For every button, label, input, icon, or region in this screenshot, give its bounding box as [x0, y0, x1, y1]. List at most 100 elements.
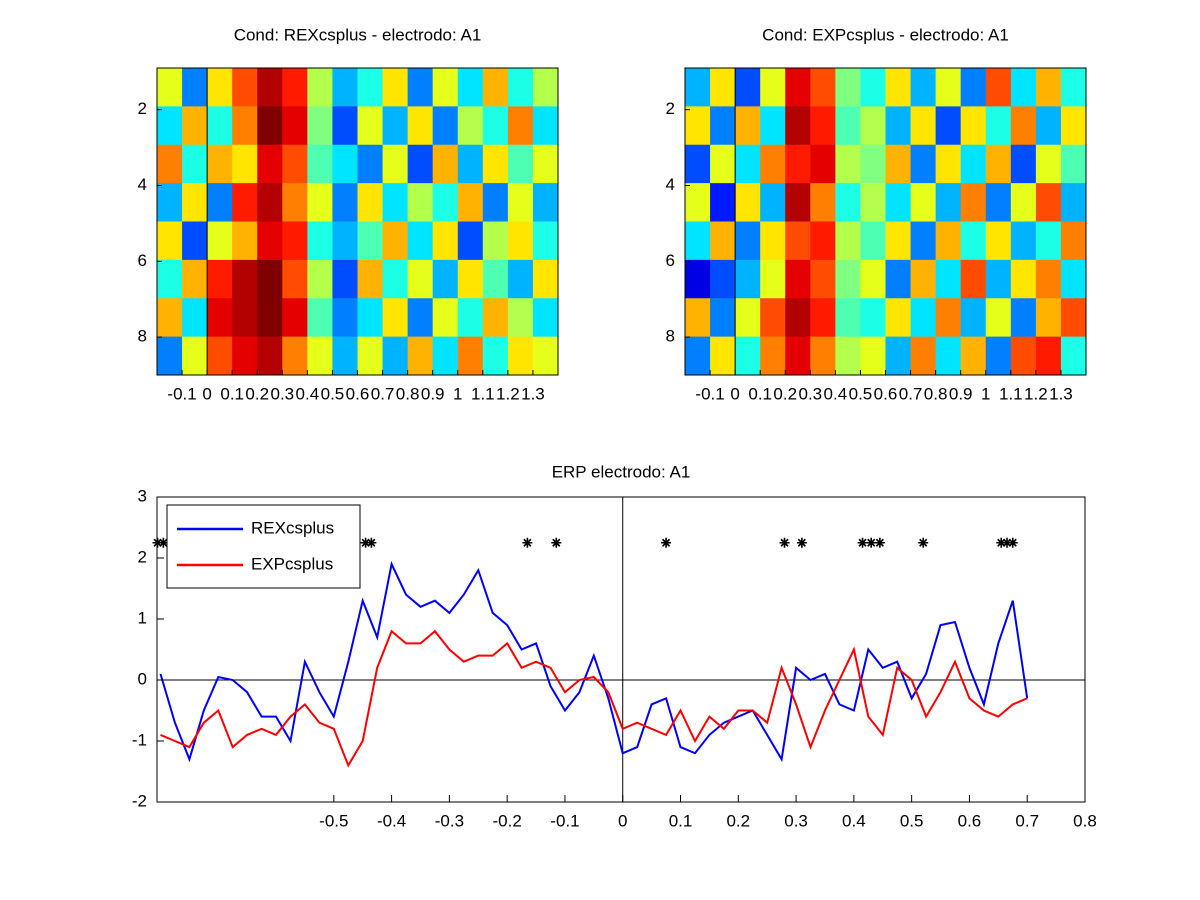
x-tick-label: 0.6 [958, 811, 982, 830]
heatmap-cell [382, 336, 409, 376]
heatmap-cell [357, 144, 384, 184]
x-tick-label: -0.5 [319, 811, 348, 830]
heatmap-cell [1035, 259, 1062, 299]
heatmap-cell [810, 221, 836, 261]
heatmap-cell [157, 336, 183, 376]
heatmap-cell [735, 298, 761, 338]
y-tick-label: 8 [138, 327, 147, 346]
x-tick-label: -0.4 [377, 811, 406, 830]
heatmap-cell [935, 144, 962, 184]
heatmap-cell [257, 298, 283, 338]
data-line [159, 560, 1029, 763]
heatmap-cell [382, 298, 409, 338]
heatmap-cell [910, 144, 937, 184]
x-tick-label: 0.7 [371, 384, 395, 403]
x-tick-label: 1 [453, 384, 462, 403]
heatmap-cell [960, 183, 987, 222]
heatmap-cell [760, 221, 786, 261]
heatmap-cell [710, 68, 736, 107]
heatmap-cell [307, 68, 333, 107]
heatmap-cell [507, 183, 534, 222]
heatmap-cell [860, 183, 886, 222]
x-tick-label: 0.2 [726, 811, 750, 830]
heatmap-cell [307, 106, 333, 146]
heatmap-cell [407, 298, 434, 338]
heatmap-cell [407, 183, 434, 222]
heatmap-cell [432, 183, 459, 222]
significance-marker [779, 537, 790, 548]
heatmap-cell [332, 183, 358, 222]
legend-box [166, 504, 361, 589]
heatmap-cell [710, 106, 736, 146]
heatmap-cell [532, 144, 559, 184]
x-tick-label: 1.3 [521, 384, 545, 403]
heatmap-cell [257, 221, 283, 261]
heatmap-cell [332, 144, 358, 184]
heatmap-cell [860, 336, 886, 376]
heatmap-cell [532, 336, 559, 376]
significance-marker [152, 537, 163, 548]
heatmap-cell [985, 183, 1012, 222]
heatmap-cell [232, 106, 258, 146]
significance-marker [360, 537, 371, 548]
heatmap-cell [157, 298, 183, 338]
heatmap-cell [507, 336, 534, 376]
heatmap-cell [885, 144, 912, 184]
heatmap-cell [507, 221, 534, 261]
heatmap-cell [282, 144, 308, 184]
heatmap-cell [532, 259, 559, 299]
y-tick-label: 4 [666, 175, 675, 194]
heatmap-cell [935, 106, 962, 146]
heatmap-cell [207, 259, 233, 299]
significance-marker [551, 537, 562, 548]
x-tick-label: 1.1 [999, 384, 1023, 403]
heatmap-cell [157, 221, 183, 261]
heatmap-cell [457, 259, 484, 299]
heatmap-cell [985, 336, 1012, 376]
heatmap-cell [1010, 298, 1037, 338]
heatmap-cell [357, 298, 384, 338]
x-tick-label: 0.5 [321, 384, 345, 403]
heatmap-cell [182, 221, 208, 261]
heatmap-cell [357, 336, 384, 376]
heatmap-cell [885, 221, 912, 261]
heatmap-cell [382, 144, 409, 184]
heatmap-cell [935, 68, 962, 107]
heatmap-cell [1035, 221, 1062, 261]
heatmap-cell [760, 106, 786, 146]
heatmap-cell [482, 221, 509, 261]
heatmap-cell [710, 144, 736, 184]
x-tick-label: 0 [730, 384, 739, 403]
heatmap-cell [257, 106, 283, 146]
heatmap-cell [282, 221, 308, 261]
x-tick-label: 1.1 [471, 384, 495, 403]
heatmap-cell [307, 144, 333, 184]
heatmap-cell [735, 221, 761, 261]
heatmap-cell [332, 298, 358, 338]
y-tick-label: -2 [132, 791, 147, 810]
heatmap-cell [985, 221, 1012, 261]
heatmap-cell [1060, 68, 1087, 107]
significance-marker [918, 537, 929, 548]
heatmap-cell [157, 106, 183, 146]
significance-marker [522, 537, 533, 548]
heatmap-cell [785, 144, 811, 184]
heatmap-cell [935, 259, 962, 299]
heatmap-cell [785, 298, 811, 338]
heatmap-cell [182, 144, 208, 184]
heatmap-cell [760, 183, 786, 222]
heatmap-cell [710, 221, 736, 261]
heatmap-cell [332, 106, 358, 146]
heatmap-cell [985, 68, 1012, 107]
heatmap-cell [257, 183, 283, 222]
x-tick-label: 0.9 [949, 384, 973, 403]
heatmap-cell [282, 183, 308, 222]
heatmap-cell [457, 183, 484, 222]
heatmap-cell [760, 336, 786, 376]
axes-box [684, 67, 1087, 376]
x-tick-label: 0.1 [669, 811, 693, 830]
heatmap-cell [432, 68, 459, 107]
significance-marker [857, 537, 868, 548]
y-tick-label: 2 [138, 547, 147, 566]
heatmap-cell [482, 259, 509, 299]
